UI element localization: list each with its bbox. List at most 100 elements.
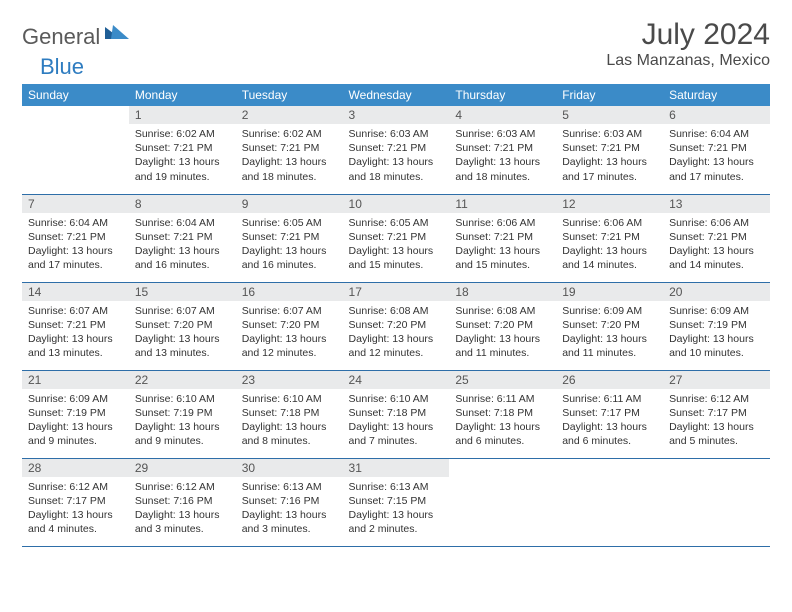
calendar-cell: 11Sunrise: 6:06 AMSunset: 7:21 PMDayligh…	[449, 194, 556, 282]
daylight-text-2: and 9 minutes.	[28, 434, 123, 448]
daylight-text-2: and 12 minutes.	[349, 346, 444, 360]
daylight-text-2: and 8 minutes.	[242, 434, 337, 448]
sunset-text: Sunset: 7:20 PM	[455, 318, 550, 332]
day-info: Sunrise: 6:08 AMSunset: 7:20 PMDaylight:…	[343, 301, 450, 367]
calendar-cell: 9Sunrise: 6:05 AMSunset: 7:21 PMDaylight…	[236, 194, 343, 282]
sunrise-text: Sunrise: 6:06 AM	[669, 216, 764, 230]
sunset-text: Sunset: 7:21 PM	[349, 230, 444, 244]
sunset-text: Sunset: 7:18 PM	[349, 406, 444, 420]
day-info: Sunrise: 6:12 AMSunset: 7:17 PMDaylight:…	[663, 389, 770, 455]
sunset-text: Sunset: 7:21 PM	[455, 230, 550, 244]
day-number: 23	[236, 371, 343, 389]
dayname-header: Tuesday	[236, 84, 343, 106]
day-info: Sunrise: 6:07 AMSunset: 7:21 PMDaylight:…	[22, 301, 129, 367]
day-info: Sunrise: 6:03 AMSunset: 7:21 PMDaylight:…	[449, 124, 556, 190]
calendar-cell: 5Sunrise: 6:03 AMSunset: 7:21 PMDaylight…	[556, 106, 663, 194]
daylight-text-2: and 17 minutes.	[669, 170, 764, 184]
sunrise-text: Sunrise: 6:07 AM	[242, 304, 337, 318]
dayname-header: Friday	[556, 84, 663, 106]
sunrise-text: Sunrise: 6:13 AM	[349, 480, 444, 494]
day-info: Sunrise: 6:05 AMSunset: 7:21 PMDaylight:…	[236, 213, 343, 279]
calendar-table: SundayMondayTuesdayWednesdayThursdayFrid…	[22, 84, 770, 547]
calendar-cell: 25Sunrise: 6:11 AMSunset: 7:18 PMDayligh…	[449, 370, 556, 458]
daylight-text-2: and 16 minutes.	[135, 258, 230, 272]
daylight-text-1: Daylight: 13 hours	[455, 332, 550, 346]
day-info: Sunrise: 6:07 AMSunset: 7:20 PMDaylight:…	[129, 301, 236, 367]
sunset-text: Sunset: 7:21 PM	[455, 141, 550, 155]
day-info: Sunrise: 6:04 AMSunset: 7:21 PMDaylight:…	[663, 124, 770, 190]
daylight-text-1: Daylight: 13 hours	[242, 420, 337, 434]
calendar-cell: 29Sunrise: 6:12 AMSunset: 7:16 PMDayligh…	[129, 458, 236, 546]
dayname-header: Monday	[129, 84, 236, 106]
dayname-row: SundayMondayTuesdayWednesdayThursdayFrid…	[22, 84, 770, 106]
day-number: 29	[129, 459, 236, 477]
daylight-text-1: Daylight: 13 hours	[349, 332, 444, 346]
daylight-text-2: and 6 minutes.	[562, 434, 657, 448]
daylight-text-2: and 11 minutes.	[562, 346, 657, 360]
daylight-text-2: and 17 minutes.	[562, 170, 657, 184]
daylight-text-1: Daylight: 13 hours	[135, 420, 230, 434]
day-info: Sunrise: 6:09 AMSunset: 7:19 PMDaylight:…	[663, 301, 770, 367]
day-number: 20	[663, 283, 770, 301]
sunrise-text: Sunrise: 6:07 AM	[135, 304, 230, 318]
daylight-text-1: Daylight: 13 hours	[562, 420, 657, 434]
daylight-text-2: and 9 minutes.	[135, 434, 230, 448]
sunset-text: Sunset: 7:21 PM	[562, 230, 657, 244]
day-info: Sunrise: 6:09 AMSunset: 7:19 PMDaylight:…	[22, 389, 129, 455]
day-number: 19	[556, 283, 663, 301]
sunset-text: Sunset: 7:21 PM	[28, 230, 123, 244]
daylight-text-2: and 18 minutes.	[455, 170, 550, 184]
daylight-text-2: and 6 minutes.	[455, 434, 550, 448]
day-info: Sunrise: 6:06 AMSunset: 7:21 PMDaylight:…	[449, 213, 556, 279]
daylight-text-1: Daylight: 13 hours	[135, 244, 230, 258]
daylight-text-1: Daylight: 13 hours	[28, 420, 123, 434]
calendar-cell: 22Sunrise: 6:10 AMSunset: 7:19 PMDayligh…	[129, 370, 236, 458]
day-info: Sunrise: 6:02 AMSunset: 7:21 PMDaylight:…	[236, 124, 343, 190]
calendar-cell	[449, 458, 556, 546]
day-number: 21	[22, 371, 129, 389]
day-number: 15	[129, 283, 236, 301]
calendar-cell: 1Sunrise: 6:02 AMSunset: 7:21 PMDaylight…	[129, 106, 236, 194]
daylight-text-2: and 3 minutes.	[135, 522, 230, 536]
sunrise-text: Sunrise: 6:06 AM	[455, 216, 550, 230]
calendar-cell: 30Sunrise: 6:13 AMSunset: 7:16 PMDayligh…	[236, 458, 343, 546]
day-info: Sunrise: 6:04 AMSunset: 7:21 PMDaylight:…	[129, 213, 236, 279]
sunrise-text: Sunrise: 6:11 AM	[562, 392, 657, 406]
daylight-text-1: Daylight: 13 hours	[135, 332, 230, 346]
daylight-text-1: Daylight: 13 hours	[562, 155, 657, 169]
daylight-text-1: Daylight: 13 hours	[349, 155, 444, 169]
sunrise-text: Sunrise: 6:02 AM	[135, 127, 230, 141]
daylight-text-2: and 16 minutes.	[242, 258, 337, 272]
day-info: Sunrise: 6:12 AMSunset: 7:16 PMDaylight:…	[129, 477, 236, 543]
sunset-text: Sunset: 7:20 PM	[242, 318, 337, 332]
daylight-text-1: Daylight: 13 hours	[669, 420, 764, 434]
daylight-text-1: Daylight: 13 hours	[669, 155, 764, 169]
daylight-text-1: Daylight: 13 hours	[455, 244, 550, 258]
sunrise-text: Sunrise: 6:09 AM	[669, 304, 764, 318]
location-label: Las Manzanas, Mexico	[606, 52, 770, 70]
calendar-cell: 16Sunrise: 6:07 AMSunset: 7:20 PMDayligh…	[236, 282, 343, 370]
sunset-text: Sunset: 7:19 PM	[28, 406, 123, 420]
daylight-text-1: Daylight: 13 hours	[242, 332, 337, 346]
sunrise-text: Sunrise: 6:10 AM	[135, 392, 230, 406]
calendar-cell: 18Sunrise: 6:08 AMSunset: 7:20 PMDayligh…	[449, 282, 556, 370]
sunrise-text: Sunrise: 6:04 AM	[135, 216, 230, 230]
sunset-text: Sunset: 7:21 PM	[242, 230, 337, 244]
sunrise-text: Sunrise: 6:03 AM	[562, 127, 657, 141]
sunset-text: Sunset: 7:17 PM	[28, 494, 123, 508]
sunrise-text: Sunrise: 6:05 AM	[349, 216, 444, 230]
calendar-cell: 26Sunrise: 6:11 AMSunset: 7:17 PMDayligh…	[556, 370, 663, 458]
sunset-text: Sunset: 7:21 PM	[242, 141, 337, 155]
daylight-text-1: Daylight: 13 hours	[135, 508, 230, 522]
sunset-text: Sunset: 7:21 PM	[349, 141, 444, 155]
day-info: Sunrise: 6:08 AMSunset: 7:20 PMDaylight:…	[449, 301, 556, 367]
day-info: Sunrise: 6:10 AMSunset: 7:18 PMDaylight:…	[343, 389, 450, 455]
day-info: Sunrise: 6:04 AMSunset: 7:21 PMDaylight:…	[22, 213, 129, 279]
daylight-text-2: and 14 minutes.	[669, 258, 764, 272]
day-info: Sunrise: 6:13 AMSunset: 7:15 PMDaylight:…	[343, 477, 450, 543]
daylight-text-1: Daylight: 13 hours	[349, 420, 444, 434]
daylight-text-1: Daylight: 13 hours	[349, 508, 444, 522]
day-number: 4	[449, 106, 556, 124]
sunrise-text: Sunrise: 6:10 AM	[349, 392, 444, 406]
day-number: 31	[343, 459, 450, 477]
